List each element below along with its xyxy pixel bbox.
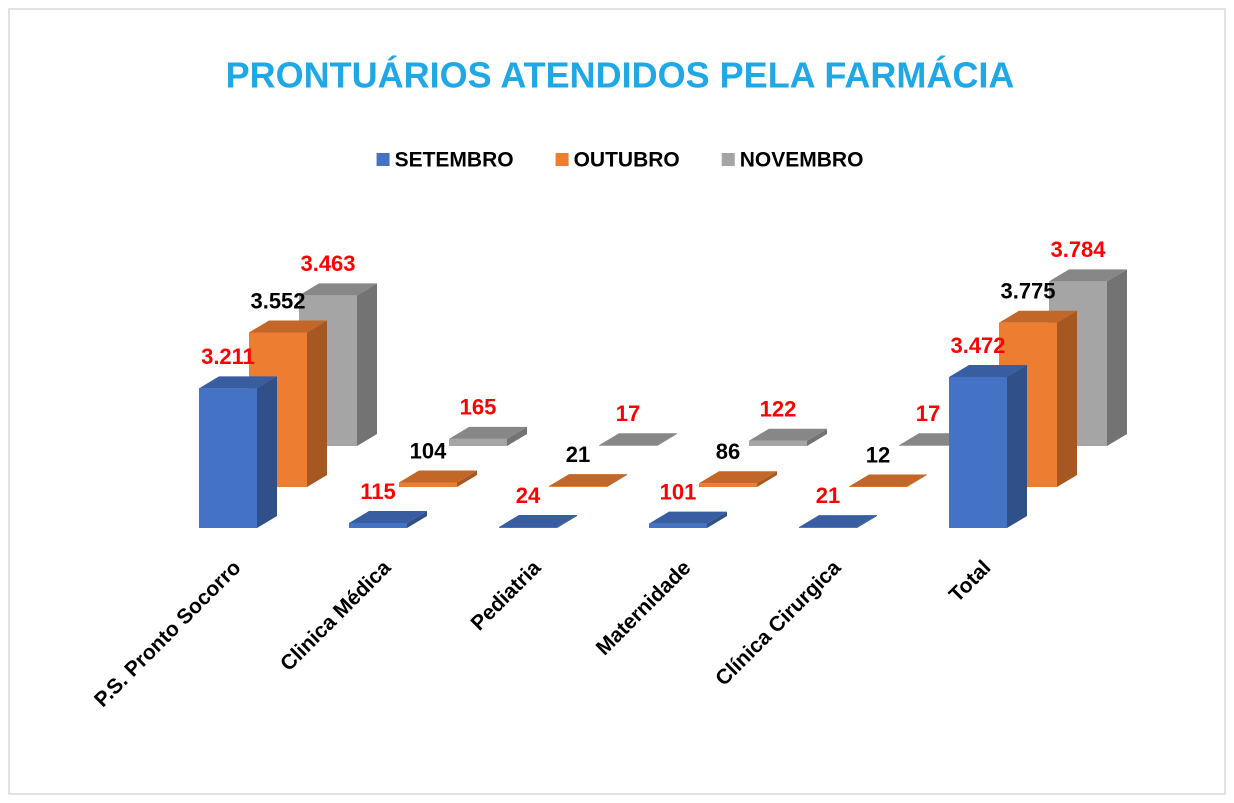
data-label: 3.463: [300, 251, 355, 276]
bar-top: [349, 510, 427, 523]
bar: [449, 438, 507, 446]
bar-side: [357, 283, 377, 446]
bar: [849, 486, 907, 487]
data-label: 165: [460, 395, 497, 420]
data-label: 21: [566, 442, 590, 467]
bar-side: [507, 426, 527, 446]
chart-title: PRONTUÁRIOS ATENDIDOS PELA FARMÁCIA: [226, 55, 1015, 96]
legend-swatch: [376, 153, 390, 166]
data-label: 3.784: [1050, 237, 1106, 262]
data-label: 115: [360, 479, 396, 504]
bar-top: [499, 514, 577, 527]
bar-top: [699, 471, 777, 484]
bar-side: [557, 514, 577, 528]
bar-side: [607, 474, 627, 487]
bar-side: [1107, 269, 1127, 446]
bar-top: [749, 428, 827, 441]
bar-side: [657, 433, 677, 446]
bar-top: [999, 310, 1077, 323]
bar-side: [807, 428, 827, 446]
data-label: 3.472: [950, 333, 1005, 358]
data-label: 17: [616, 401, 640, 426]
legend-swatch: [721, 153, 735, 166]
bar-top: [799, 515, 877, 528]
data-label: 3.775: [1000, 279, 1055, 304]
bar: [749, 440, 807, 446]
bar-side: [407, 510, 427, 528]
bar-top: [399, 470, 477, 483]
bar-side: [257, 376, 277, 528]
bar: [549, 486, 607, 487]
bar-side: [457, 470, 477, 487]
bar-top: [249, 320, 327, 333]
data-label: 101: [660, 479, 697, 504]
data-label: 104: [410, 438, 447, 463]
data-label: 3.211: [201, 344, 255, 369]
bar-side: [857, 515, 877, 528]
bar: [799, 527, 857, 528]
legend-label: OUTUBRO: [574, 149, 680, 172]
bar: [649, 523, 707, 528]
bar-top: [199, 376, 277, 389]
bar-top: [1049, 269, 1127, 282]
bar-top: [599, 433, 677, 446]
data-label: 3.552: [250, 288, 305, 313]
data-label: 12: [866, 442, 890, 467]
bar-top: [949, 364, 1027, 377]
legend-label: NOVEMBRO: [740, 149, 864, 172]
bar-side: [1057, 310, 1077, 487]
bar-side: [1007, 364, 1027, 528]
bar: [349, 522, 407, 528]
legend-swatch: [555, 153, 569, 166]
bar: [699, 483, 757, 487]
bar-top: [649, 511, 727, 524]
data-label: 86: [716, 439, 740, 464]
bar-top: [549, 474, 627, 487]
data-label: 17: [916, 401, 940, 426]
data-label: 21: [816, 483, 840, 508]
bar-side: [757, 471, 777, 487]
bar-side: [707, 511, 727, 528]
bar: [599, 445, 657, 446]
bar-side: [307, 320, 327, 487]
data-label: 122: [760, 397, 797, 422]
bar: [399, 482, 457, 487]
legend-label: SETEMBRO: [395, 149, 514, 172]
bar-top: [299, 283, 377, 296]
bar: [199, 388, 257, 528]
bar-top: [849, 474, 927, 487]
bar: [899, 445, 957, 446]
bar: [949, 376, 1007, 528]
data-label: 24: [516, 483, 541, 508]
legend: SETEMBRO OUTUBRO NOVEMBRO: [376, 149, 864, 172]
bar-side: [907, 474, 927, 487]
bar: [499, 526, 557, 528]
bar-top: [449, 426, 527, 439]
